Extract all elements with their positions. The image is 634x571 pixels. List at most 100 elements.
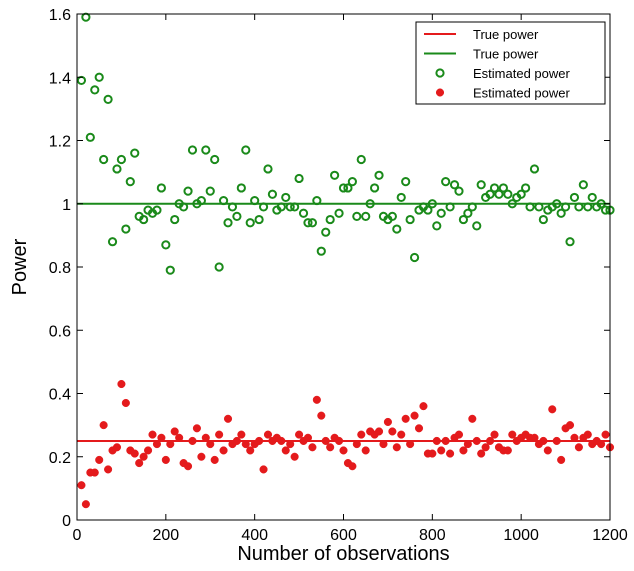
estimated-power-point [321, 436, 330, 445]
estimated-power-point [170, 427, 179, 436]
estimated-power-point [197, 452, 206, 461]
estimated-power-point [121, 224, 131, 234]
estimated-power-point [161, 455, 170, 464]
estimated-power-point [338, 183, 349, 193]
estimated-power-point [312, 395, 321, 404]
estimated-power-point [388, 427, 397, 436]
y-tick-label: 1.2 [49, 134, 71, 151]
estimated-power-point [347, 177, 357, 187]
x-tick-label: 600 [330, 527, 357, 544]
estimated-power-point [560, 202, 571, 212]
estimated-power-point [392, 224, 402, 234]
estimated-power-point [476, 180, 486, 190]
y-tick-label: 1.6 [49, 7, 71, 24]
estimated-power-point [152, 205, 162, 215]
x-tick-label: 0 [73, 527, 82, 544]
legend-label: Estimated power [473, 86, 570, 101]
estimated-power-point [255, 436, 264, 445]
estimated-power-point [600, 205, 611, 215]
estimated-power-point [449, 180, 460, 190]
estimated-power-point [232, 436, 241, 445]
legend-swatch-marker [435, 68, 445, 78]
estimated-power-point [130, 449, 139, 458]
series-3-points [77, 379, 615, 509]
estimated-power-point [214, 262, 224, 272]
estimated-power-point [552, 436, 561, 445]
estimated-power-point [446, 449, 455, 458]
estimated-power-point [468, 414, 477, 423]
estimated-power-point [578, 180, 588, 190]
estimated-power-point [94, 72, 104, 82]
axis-ticks: 0 200 400 600 800 1000 1200 0 0.2 0.4 0.6 0.8 1 1.2 1.… [49, 7, 628, 544]
estimated-power-point [175, 433, 184, 442]
estimated-power-point [530, 433, 539, 442]
estimated-power-point [521, 183, 531, 193]
estimated-power-point [121, 398, 130, 408]
estimated-power-point [267, 189, 278, 199]
estimated-power-point [161, 240, 171, 250]
estimated-power-point [206, 440, 215, 449]
estimated-power-point [361, 211, 371, 221]
estimated-power-point [459, 446, 468, 455]
estimated-power-point [356, 154, 366, 165]
estimated-power-point [201, 145, 211, 155]
legend-item-1: True power [424, 47, 539, 62]
estimated-power-point [152, 440, 161, 449]
estimated-power-point [490, 430, 499, 439]
estimated-power-point [548, 405, 557, 414]
estimated-power-point [90, 468, 99, 477]
estimated-power-point [166, 440, 175, 449]
estimated-power-point [99, 421, 108, 430]
estimated-power-point [139, 214, 149, 225]
estimated-power-point [397, 430, 406, 439]
estimated-power-point [201, 433, 210, 442]
estimated-power-point [485, 189, 495, 199]
estimated-power-point [281, 192, 291, 203]
estimated-power-point [156, 183, 166, 193]
estimated-power-point [227, 202, 238, 212]
x-tick-label: 1000 [503, 527, 539, 544]
estimated-power-point [597, 440, 606, 449]
estimated-power-point [458, 214, 469, 225]
estimated-power-point [157, 433, 166, 442]
estimated-power-point [77, 481, 86, 490]
estimated-power-point [241, 145, 251, 155]
estimated-power-point [276, 202, 286, 212]
estimated-power-point [196, 195, 206, 206]
estimated-power-point [583, 202, 593, 212]
estimated-power-point [507, 199, 517, 209]
estimated-power-point [574, 202, 584, 212]
estimated-power-point [441, 177, 451, 187]
estimated-power-point [565, 421, 575, 430]
estimated-power-point [187, 145, 198, 155]
estimated-power-point [218, 195, 229, 206]
x-tick-label: 200 [152, 527, 179, 544]
estimated-power-point [241, 440, 250, 449]
estimated-power-point [516, 189, 526, 199]
estimated-power-point [454, 430, 464, 439]
estimated-power-point [565, 237, 575, 247]
legend-item-2: Estimated power [435, 66, 570, 81]
estimated-power-point [481, 443, 490, 452]
estimated-power-point [99, 154, 109, 165]
estimated-power-point [215, 430, 224, 439]
estimated-power-point [303, 433, 313, 442]
x-tick-label: 800 [419, 527, 446, 544]
estimated-power-point [489, 183, 500, 193]
x-axis-label: Number of observations [237, 543, 449, 565]
estimated-power-points [76, 12, 615, 509]
estimated-power-point [103, 94, 113, 104]
estimated-power-point [259, 465, 268, 474]
legend-item-3: Estimated power [435, 86, 570, 101]
estimated-power-point [486, 436, 495, 445]
estimated-power-point [210, 154, 220, 165]
estimated-power-point [117, 379, 126, 389]
x-tick-label: 400 [241, 527, 268, 544]
estimated-power-point [374, 427, 384, 436]
estimated-power-point [144, 446, 153, 455]
estimated-power-point [352, 211, 362, 221]
estimated-power-point [405, 214, 415, 225]
estimated-power-point [85, 132, 95, 142]
estimated-power-point [432, 221, 442, 231]
estimated-power-point [286, 440, 295, 449]
